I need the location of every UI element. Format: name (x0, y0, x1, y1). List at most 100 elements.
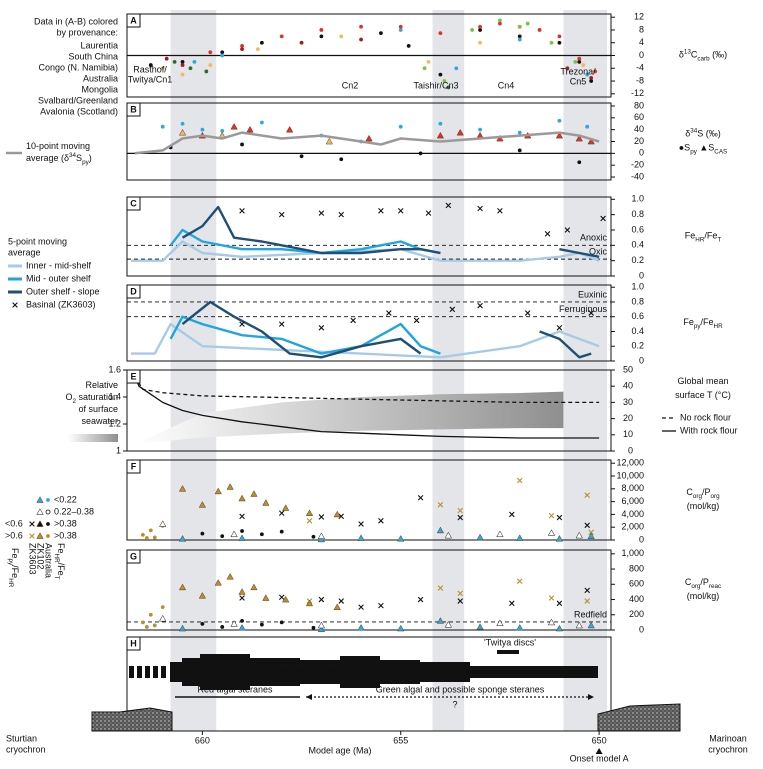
axis-label: (mol/kg) (687, 501, 720, 511)
point (444, 620, 452, 628)
point (587, 621, 595, 629)
point (537, 28, 542, 32)
point (524, 310, 531, 316)
point (573, 59, 578, 64)
point (438, 72, 443, 77)
diversity-band (129, 666, 134, 678)
annotation: Cn2 (342, 80, 359, 90)
point (148, 63, 153, 67)
diversity-band (340, 656, 380, 688)
axis-label: FeHR/FeT (685, 231, 722, 244)
point (208, 63, 213, 67)
point (305, 599, 314, 607)
y-tick-label: 0.6 (631, 311, 644, 321)
y-tick-label: 1.2 (108, 418, 121, 428)
point (180, 63, 185, 67)
point (178, 128, 187, 136)
green-label: Green algal and possible sponge steranes (376, 684, 545, 694)
point (593, 69, 598, 74)
note: 10-point moving (26, 141, 90, 151)
legend-label: Mid - outer shelf (26, 273, 91, 283)
y-tick-label: 0.6 (631, 224, 644, 234)
label-part: ●S (679, 143, 690, 153)
label-part: 34 (69, 152, 77, 159)
point (516, 578, 523, 585)
panel-letter: C (130, 198, 137, 208)
diversity-band (420, 662, 470, 682)
point (262, 499, 270, 506)
point (413, 317, 420, 324)
point (259, 532, 264, 537)
point (557, 118, 562, 123)
point (476, 533, 484, 541)
point (437, 585, 444, 591)
point (476, 623, 484, 630)
label-part: carb (697, 56, 710, 63)
panel-letter: F (131, 461, 137, 471)
y-tick-label: 80 (634, 100, 644, 110)
point (46, 522, 50, 526)
legend-title: 5-point moving (8, 236, 67, 246)
y-tick-label: 1.0 (631, 194, 644, 204)
point (509, 600, 515, 607)
point (436, 526, 445, 534)
key-label: >0.38 (54, 530, 77, 540)
label-part: S (‰) (697, 129, 721, 139)
diversity-band (300, 660, 340, 684)
annotation: Cn5 (570, 76, 587, 86)
point (259, 120, 264, 125)
point (239, 513, 245, 520)
point (449, 306, 456, 313)
panel-letter-box (126, 284, 141, 299)
point (214, 579, 222, 586)
point (311, 625, 316, 630)
y-tick-label: 200 (629, 609, 644, 619)
axis-label: Corg/Porg (686, 487, 720, 500)
label-part: Fe (10, 548, 20, 559)
panel-frame (126, 459, 612, 541)
axis-label: surface T (°C) (675, 390, 731, 400)
label-part: Global mean (677, 376, 728, 386)
point (470, 28, 475, 32)
point (148, 528, 153, 533)
point (588, 529, 594, 536)
legend-label: South China (68, 51, 118, 61)
point (279, 529, 284, 534)
point (525, 21, 530, 26)
diversity-band (161, 666, 166, 678)
legend-title: Data in (A-B) colored (34, 16, 118, 26)
point (587, 137, 595, 145)
label-part: /Fe (701, 317, 714, 327)
y-tick-label: 600 (629, 579, 644, 589)
note-swatch (68, 434, 118, 442)
legend-label: Inner - mid-shelf (26, 260, 92, 270)
y-tick-label: 1.4 (108, 391, 121, 401)
label-part: C (691, 50, 698, 60)
point (338, 513, 345, 520)
point (279, 620, 284, 625)
y-tick-label: 0 (639, 355, 644, 365)
y-tick-label: 4,000 (621, 509, 644, 519)
point (278, 510, 285, 516)
label-part: (mol/kg) (687, 591, 720, 601)
point (517, 24, 522, 29)
y-tick-label: -40 (631, 171, 644, 181)
discs-bar (497, 650, 519, 654)
point (239, 595, 245, 601)
point (318, 210, 325, 216)
note: O2 saturation (65, 392, 118, 405)
point (282, 504, 290, 511)
point (436, 131, 445, 139)
label-part: /P (702, 487, 711, 497)
point (397, 624, 405, 632)
point (556, 600, 563, 607)
point (478, 24, 482, 29)
point (477, 205, 483, 212)
x-tick-label: 650 (592, 735, 607, 745)
point (509, 511, 515, 518)
y-tick-label: 12,000 (616, 458, 644, 468)
point (587, 532, 595, 539)
point (208, 50, 213, 55)
